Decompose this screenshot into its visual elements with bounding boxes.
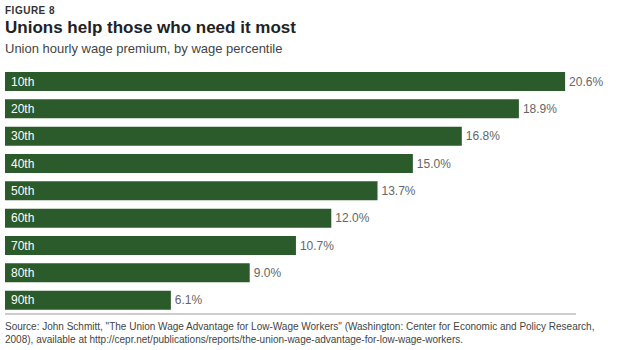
svg-text:12.0%: 12.0% bbox=[335, 211, 369, 225]
svg-text:16.8%: 16.8% bbox=[466, 129, 500, 143]
svg-text:10.7%: 10.7% bbox=[300, 239, 334, 253]
svg-text:9.0%: 9.0% bbox=[254, 266, 282, 280]
html-text:Source: John Schmitt, "The Uni: Source: John Schmitt, "The Union Wage Ad… bbox=[5, 321, 595, 345]
svg-text:40th: 40th bbox=[11, 157, 34, 171]
svg-text:20th: 20th bbox=[11, 102, 34, 116]
svg-text:20.6%: 20.6% bbox=[569, 75, 603, 89]
svg-text:13.7%: 13.7% bbox=[382, 184, 416, 198]
html-text:Union hourly wage premium, by: Union hourly wage premium, by wage perce… bbox=[5, 41, 283, 56]
svg-text:70th: 70th bbox=[11, 239, 34, 253]
svg-text:50th: 50th bbox=[11, 184, 34, 198]
svg-text:30th: 30th bbox=[11, 129, 34, 143]
svg-text:10th: 10th bbox=[11, 75, 34, 89]
svg-text:18.9%: 18.9% bbox=[523, 102, 557, 116]
html-text:FIGURE 8: FIGURE 8 bbox=[5, 5, 56, 16]
svg-text:15.0%: 15.0% bbox=[417, 157, 451, 171]
svg-text:6.1%: 6.1% bbox=[175, 293, 203, 307]
svg-text:60th: 60th bbox=[11, 211, 34, 225]
svg-text:90th: 90th bbox=[11, 293, 34, 307]
svg-text:80th: 80th bbox=[11, 266, 34, 280]
html-text:Unions help those who need it: Unions help those who need it most bbox=[5, 18, 296, 37]
